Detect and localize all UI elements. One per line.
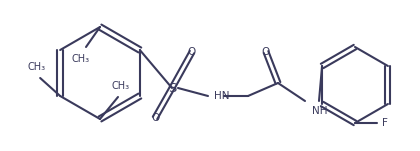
Text: S: S [168, 82, 176, 95]
Text: CH₃: CH₃ [112, 81, 130, 91]
Text: O: O [151, 113, 159, 123]
Text: F: F [382, 118, 388, 128]
Text: CH₃: CH₃ [27, 62, 45, 72]
Text: O: O [188, 47, 196, 57]
Text: CH₃: CH₃ [72, 54, 90, 64]
Text: O: O [262, 47, 270, 57]
Text: NH: NH [312, 106, 328, 116]
Text: HN: HN [214, 91, 229, 101]
